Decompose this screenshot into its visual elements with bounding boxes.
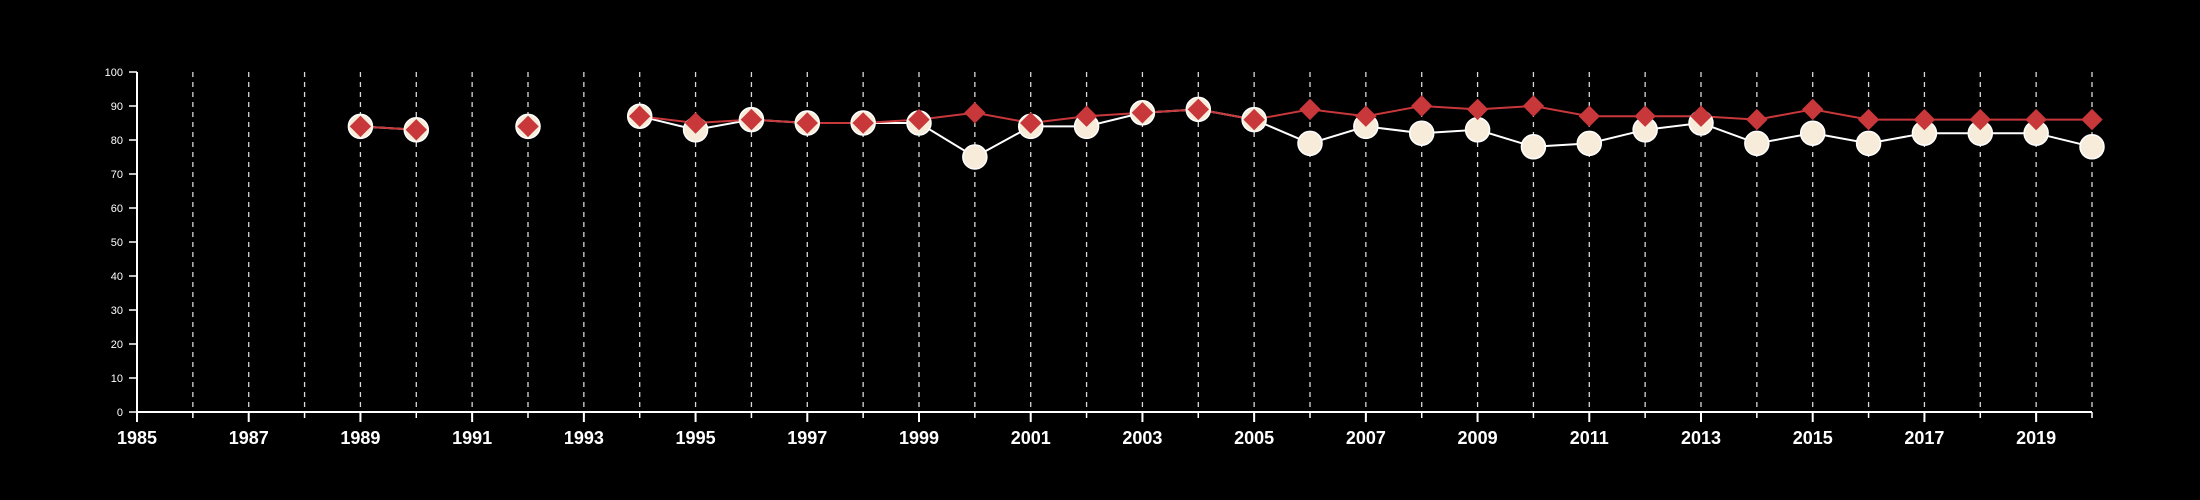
y-tick-label: 70 [111,169,123,181]
data-point-diamond [1075,105,1098,127]
y-tick-label: 0 [117,407,123,419]
data-point-diamond [796,112,818,134]
data-point-circle [1744,130,1770,157]
y-tick-label: 50 [111,237,123,249]
data-point-diamond [1243,108,1265,131]
data-point-diamond [1857,108,1880,131]
data-point-diamond [349,115,372,138]
x-tick-label: 1997 [787,428,827,448]
y-tick-label: 90 [111,101,123,113]
data-point-circle [1297,130,1323,157]
axes: 0 10 20 30 40 50 60 70 80 90 100 1985 1987 1989 1991 19… [105,67,2093,448]
y-tick-label: 40 [111,271,123,283]
data-point-diamond [1522,95,1545,117]
data-point-diamond [852,112,874,134]
y-tick-label: 80 [111,135,123,147]
x-tick-label: 2017 [1904,428,1944,448]
data-point-diamond [1299,98,1321,121]
x-tick-label: 2015 [1793,428,1833,448]
y-tick-label: 30 [111,305,123,317]
x-tick-label: 2005 [1234,428,1274,448]
x-tick-label: 1995 [676,428,716,448]
data-point-diamond [1355,105,1377,127]
data-point-diamond [1131,102,1154,124]
data-point-circle [1576,130,1603,157]
data-point-diamond [908,108,930,131]
x-tick-label: 2019 [2016,428,2056,448]
data-point-diamond [1969,108,1991,131]
x-tick-label: 2001 [1011,428,1051,448]
data-point-diamond [1466,98,1489,121]
data-point-diamond [1020,112,1042,134]
data-point-diamond [684,112,707,134]
x-tick-label: 1987 [229,428,269,448]
y-tick-label: 10 [111,373,123,385]
y-tick-label: 100 [105,67,123,79]
grid-lines [192,72,2093,412]
x-tick-label: 1989 [340,428,380,448]
x-tick-label: 2013 [1681,428,1721,448]
x-tick-label: 2007 [1346,428,1386,448]
data-point-circle [1408,120,1435,146]
data-point-diamond [1802,98,1824,121]
data-point-diamond [1634,105,1656,127]
x-tick-label: 2009 [1458,428,1498,448]
data-point-diamond [1187,98,1209,121]
data-point-diamond [1411,95,1433,117]
x-tick-label: 2011 [1570,428,1609,448]
data-point-diamond [1690,105,1712,127]
x-tick-label: 1999 [899,428,939,448]
data-point-diamond [517,115,539,138]
data-point-diamond [1746,108,1768,131]
x-tick-label: 2003 [1122,428,1162,448]
data-point-diamond [1578,105,1600,127]
y-tick-label: 20 [111,339,123,351]
x-tick-label: 1985 [117,428,157,448]
data-point-circle [1520,134,1547,160]
data-point-diamond [2025,108,2047,131]
data-point-diamond [2081,108,2103,131]
y-tick-label: 60 [111,203,123,215]
data-point-diamond [629,105,651,127]
x-tick-label: 1993 [564,428,604,448]
data-point-circle [1464,117,1491,143]
series-layer [347,95,2105,170]
data-point-diamond [1913,108,1936,131]
data-point-circle [1855,130,1882,157]
data-point-diamond [964,102,986,124]
data-point-circle [2079,134,2105,160]
data-point-diamond [405,119,427,141]
data-point-circle [962,144,988,170]
data-point-diamond [740,108,763,131]
x-tick-label: 1991 [452,428,492,448]
data-point-circle [1799,120,1826,146]
